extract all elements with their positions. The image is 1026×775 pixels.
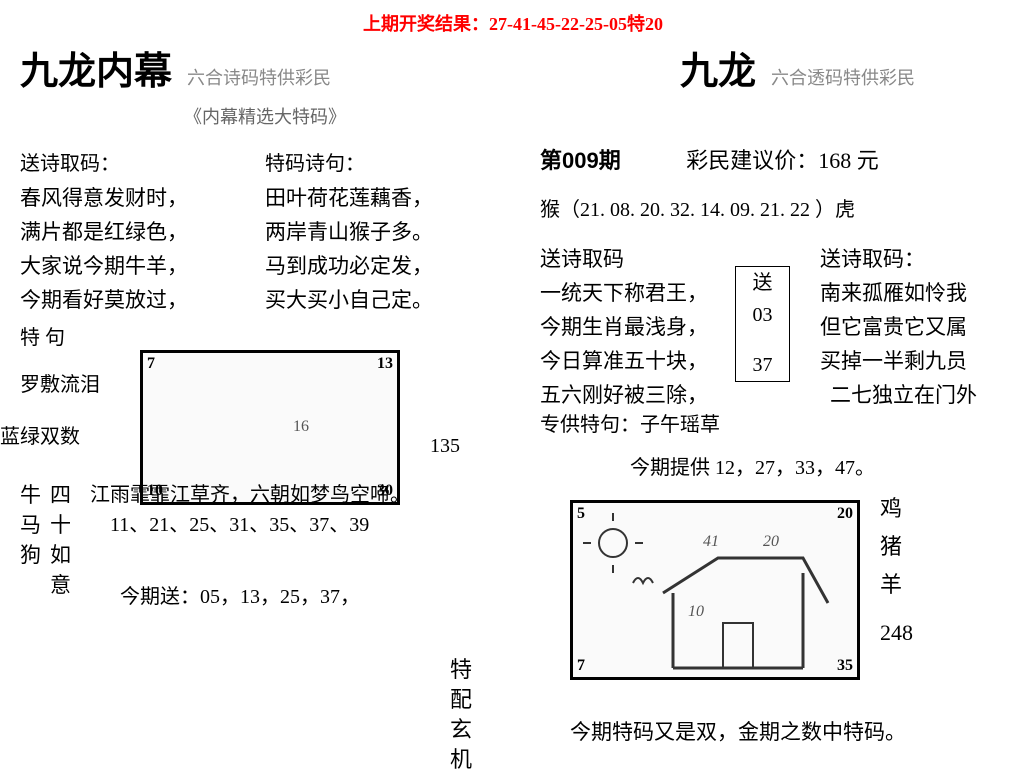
z: 马	[20, 510, 41, 540]
sk-b: 20	[763, 533, 779, 551]
send-line: 今期送：05，13，25，37，	[120, 580, 360, 609]
poem-line: 春风得意发财时，	[20, 181, 265, 215]
z: 十	[50, 510, 71, 540]
left-poem-row: 送诗取码： 春风得意发财时， 满片都是红绿色， 大家说今期牛羊， 今期看好莫放过…	[20, 147, 510, 317]
zodiac-col1: 牛 马 狗	[20, 480, 41, 570]
luo-label: 罗敷流泪	[20, 368, 100, 397]
right-title: 九龙	[680, 40, 756, 95]
left-title-sub: 六合诗码特供彩民	[187, 68, 331, 88]
poem-line: 今期看好莫放过，	[20, 283, 265, 317]
right-num: 248	[880, 614, 913, 652]
mb: 03	[736, 299, 789, 331]
v2: 配	[450, 685, 472, 715]
issue-num: 第009期	[540, 148, 621, 173]
right-poems-block: 送诗取码 一统天下称君王， 今期生肖最浅身， 今日算准五十块， 五六刚好被三除，…	[540, 242, 1010, 402]
poem-right-col: 特码诗句： 田叶荷花莲藕香， 两岸青山猴子多。 马到成功必定发， 买大买小自己定…	[265, 147, 510, 317]
side-vert-label: 特 配 玄 机	[450, 655, 472, 775]
poem-line: 马到成功必定发，	[265, 249, 510, 283]
rp-line: 但它富贵它又属	[820, 310, 977, 344]
poem-right-hdr: 特码诗句：	[265, 147, 510, 181]
zodiac-col2: 四 十 如 意	[50, 480, 71, 600]
z: 如	[50, 540, 71, 570]
right-title-row: 九龙 六合透码特供彩民	[680, 40, 1010, 95]
corner-tr: 13	[377, 355, 393, 373]
v4: 机	[450, 745, 472, 775]
side-num: 135	[430, 435, 460, 458]
poem-left-col: 送诗取码： 春风得意发财时， 满片都是红绿色， 大家说今期牛羊， 今期看好莫放过…	[20, 147, 265, 317]
rz: 羊	[880, 566, 913, 604]
corner-tl: 7	[147, 355, 155, 373]
right-column: 九龙 六合透码特供彩民 第009期 彩民建议价：168 元 猴（21. 08. …	[540, 40, 1010, 746]
sk-c: 10	[688, 603, 704, 621]
poem-line: 满片都是红绿色，	[20, 215, 265, 249]
issue-row: 第009期 彩民建议价：168 元	[540, 143, 1010, 175]
zodiac-nums-line: 猴（21. 08. 20. 32. 14. 09. 21. 22 ）虎	[540, 193, 1010, 222]
rz: 猪	[880, 528, 913, 566]
final-line: 今期特码又是双，金期之数中特码。	[570, 716, 1010, 746]
rp-line: 今日算准五十块，	[540, 344, 708, 378]
poem-line: 田叶荷花莲藕香，	[265, 181, 510, 215]
rp-line: 今期生肖最浅身，	[540, 310, 708, 344]
blue-green-label: 蓝绿双数	[0, 420, 80, 449]
right-sketch-box: 5 20 7 35 41 20 10	[570, 500, 860, 680]
right-sketch-wrap: 5 20 7 35 41 20 10 鸡 猪	[540, 490, 1010, 686]
left-title: 九龙内幕	[20, 40, 172, 95]
poem-left-hdr: 送诗取码：	[20, 147, 265, 181]
poem2-block: 江雨霏霏江草齐，六朝如梦鸟空啼。 11、21、25、31、35、37、39	[90, 480, 410, 540]
poem2-nums: 11、21、25、31、35、37、39	[110, 510, 410, 540]
rp-right-col: 送诗取码： 南来孤雁如怜我 但它富贵它又属 买掉一半剩九员 二七独立在门外	[820, 242, 977, 412]
rz: 鸡	[880, 490, 913, 528]
provide-line: 今期提供 12，27，33，47。	[630, 451, 1010, 480]
mb: 37	[736, 349, 789, 381]
special-label: 特 句	[20, 321, 510, 350]
poem2-line1: 江雨霏霏江草齐，六朝如梦鸟空啼。	[90, 480, 410, 510]
left-title-row: 九龙内幕 六合诗码特供彩民	[20, 40, 510, 95]
v3: 玄	[450, 715, 472, 745]
sketch-mid-num: 16	[293, 418, 309, 436]
mb: 送	[736, 267, 789, 299]
sk-a: 41	[703, 533, 719, 551]
price-label: 彩民建议价：168 元	[686, 148, 879, 173]
z: 四	[50, 480, 71, 510]
z: 牛	[20, 480, 41, 510]
house-sketch-icon	[573, 503, 863, 683]
poem-line: 大家说今期牛羊，	[20, 249, 265, 283]
rp-line: 买掉一半剩九员	[820, 344, 977, 378]
rp-line: 五六刚好被三除，	[540, 378, 708, 412]
top-result-banner: 上期开奖结果：27-41-45-22-25-05特20	[363, 10, 663, 36]
rp-left-hdr: 送诗取码	[540, 242, 708, 276]
rp-line: 二七独立在门外	[830, 378, 977, 412]
rp-right-hdr: 送诗取码：	[820, 242, 977, 276]
rp-line: 一统天下称君王，	[540, 276, 708, 310]
mb-gap	[736, 331, 789, 349]
rp-left-col: 送诗取码 一统天下称君王， 今期生肖最浅身， 今日算准五十块， 五六刚好被三除，	[540, 242, 708, 412]
poem-line: 两岸青山猴子多。	[265, 215, 510, 249]
rp-line: 南来孤雁如怜我	[820, 276, 977, 310]
left-subtitle: 《内幕精选大特码》	[20, 103, 510, 129]
z: 意	[50, 570, 71, 600]
mid-box: 送 03 37	[735, 266, 790, 382]
poem-line: 买大买小自己定。	[265, 283, 510, 317]
z: 狗	[20, 540, 41, 570]
v1: 特	[450, 655, 472, 685]
right-title-sub: 六合透码特供彩民	[771, 68, 915, 88]
special-line: 专供特句：子午瑶草	[540, 408, 1010, 437]
right-zodiac-col: 鸡 猪 羊 248	[880, 490, 913, 652]
